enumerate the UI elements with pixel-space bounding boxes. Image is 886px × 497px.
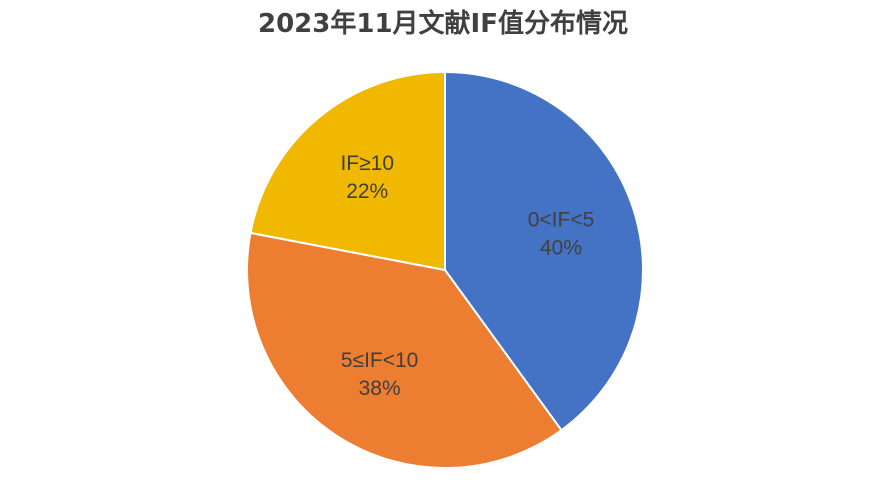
pie-slice-0ltiflt5 bbox=[444, 70, 644, 432]
slice-category-label: 0<IF<5 bbox=[528, 208, 595, 231]
slice-percent-label: 40% bbox=[540, 236, 582, 259]
pie-slice-5leiflt10 bbox=[246, 231, 563, 469]
pie-slice-ifge10 bbox=[249, 70, 446, 272]
chart-title: 2023年11月文献IF值分布情况 bbox=[258, 9, 628, 39]
slice-category-label: IF≥10 bbox=[340, 152, 394, 175]
slice-percent-label: 38% bbox=[359, 377, 401, 400]
slice-category-label: 5≤IF<10 bbox=[341, 349, 419, 372]
slice-percent-label: 22% bbox=[346, 180, 388, 203]
